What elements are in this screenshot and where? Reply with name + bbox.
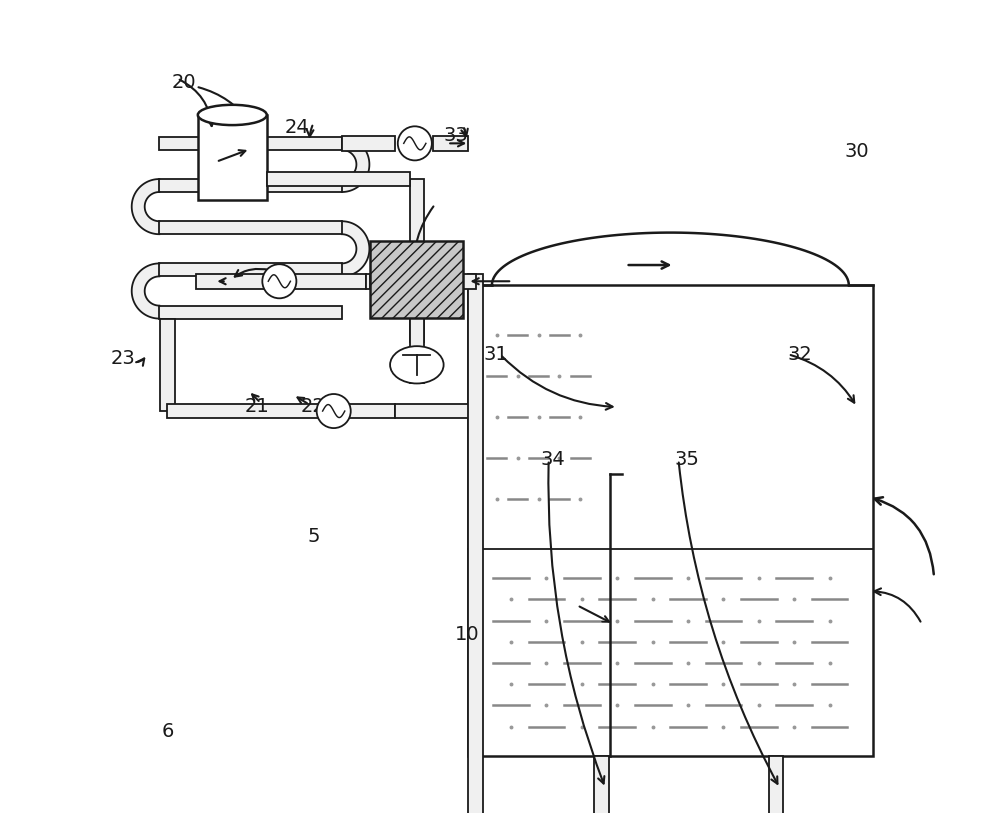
Text: 35: 35 — [674, 450, 699, 469]
Bar — [433, 136, 468, 151]
Bar — [410, 317, 424, 342]
Bar — [267, 172, 410, 186]
Text: 23: 23 — [110, 349, 135, 368]
Bar — [160, 318, 175, 411]
Bar — [159, 179, 342, 192]
Polygon shape — [132, 264, 159, 318]
Bar — [198, 115, 267, 200]
Circle shape — [262, 265, 296, 298]
Text: 31: 31 — [484, 345, 508, 364]
Text: 22: 22 — [301, 397, 326, 417]
Bar — [410, 179, 424, 383]
Bar — [463, 274, 476, 288]
Bar — [159, 221, 342, 234]
Text: 21: 21 — [244, 397, 269, 417]
Bar — [159, 137, 342, 150]
Bar — [769, 756, 783, 814]
Circle shape — [398, 126, 432, 160]
Text: 10: 10 — [455, 624, 480, 644]
Text: 33: 33 — [443, 125, 468, 145]
Circle shape — [317, 394, 351, 428]
Bar — [196, 274, 366, 288]
Text: 30: 30 — [845, 142, 869, 161]
Bar — [594, 756, 609, 814]
Text: 34: 34 — [540, 450, 565, 469]
Bar — [342, 136, 395, 151]
Bar — [468, 274, 483, 814]
Ellipse shape — [390, 346, 444, 383]
Polygon shape — [342, 221, 369, 277]
Text: 6: 6 — [161, 722, 174, 741]
Polygon shape — [132, 179, 159, 234]
Bar — [159, 264, 342, 277]
Bar — [167, 404, 395, 418]
Text: 20: 20 — [171, 73, 196, 92]
Ellipse shape — [198, 105, 267, 125]
Bar — [395, 404, 472, 418]
Bar — [159, 305, 342, 318]
Text: 32: 32 — [788, 345, 813, 364]
Text: 24: 24 — [285, 118, 310, 137]
Text: 5: 5 — [307, 527, 320, 546]
Bar — [370, 241, 463, 317]
Bar — [468, 286, 873, 756]
Polygon shape — [342, 137, 369, 192]
Bar — [366, 274, 370, 288]
